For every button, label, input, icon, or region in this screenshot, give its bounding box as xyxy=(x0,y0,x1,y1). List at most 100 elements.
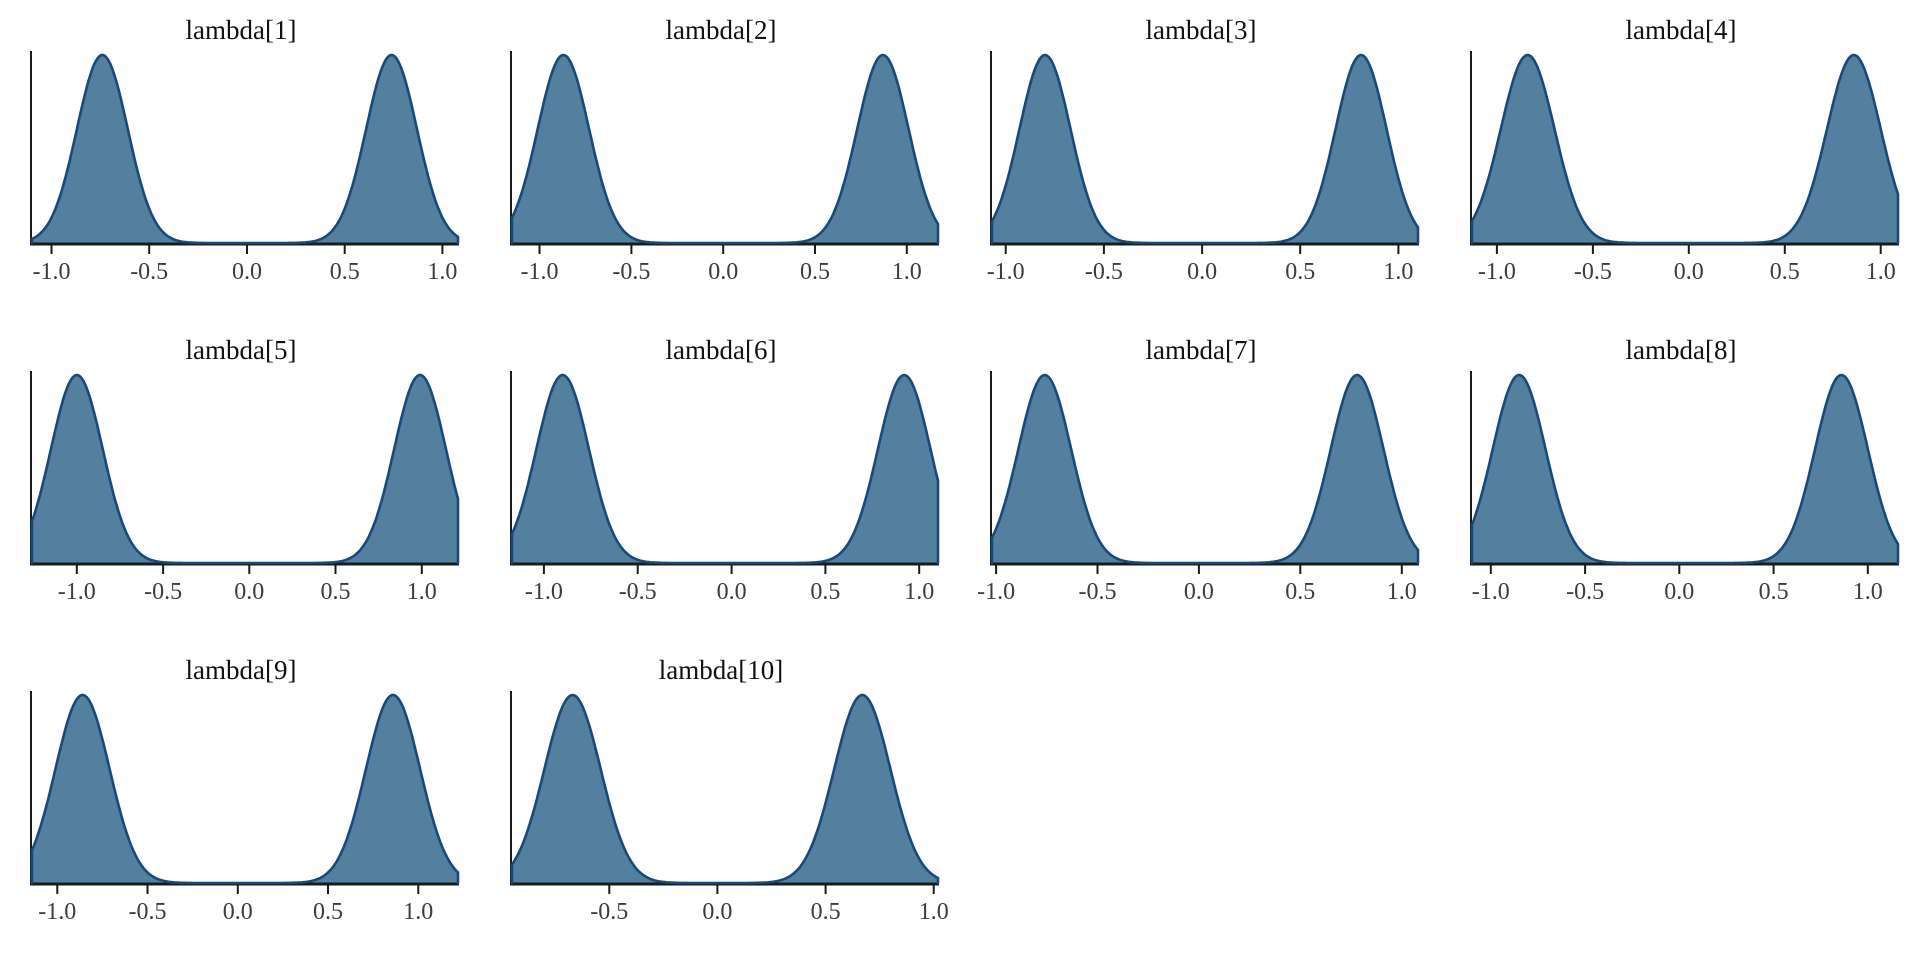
density-fill xyxy=(1472,55,1898,243)
x-tick-label: 0.0 xyxy=(223,899,253,925)
x-tick-label: 0.5 xyxy=(321,579,351,605)
x-tick-label: 0.0 xyxy=(234,579,264,605)
density-plot-lambda3: lambda[3] -1.0 -0.5 0.0 0.5 1.0 xyxy=(960,0,1440,320)
x-tick-label: 0.5 xyxy=(800,259,830,285)
density-fill xyxy=(512,695,938,883)
x-tick-label: -0.5 xyxy=(129,899,167,925)
x-tick-label: -0.5 xyxy=(1085,259,1123,285)
density-curve xyxy=(990,53,1420,245)
x-tick-label: 1.0 xyxy=(1383,259,1413,285)
x-tick-label: 0.0 xyxy=(708,259,738,285)
x-tick-label: 1.0 xyxy=(919,899,949,925)
x-tick-label: -1.0 xyxy=(1472,579,1510,605)
density-fill xyxy=(992,55,1418,243)
x-tick-label: -0.5 xyxy=(590,899,628,925)
density-fill xyxy=(512,375,938,563)
x-tick-label: 0.5 xyxy=(330,259,360,285)
density-curve xyxy=(30,693,460,885)
x-tick-label: 0.5 xyxy=(1770,259,1800,285)
kde-chart: -0.5 0.0 0.5 1.0 xyxy=(510,691,949,925)
density-plot-lambda9: lambda[9] -1.0 -0.5 0.0 0.5 1.0 xyxy=(0,640,480,960)
x-tick-label: -1.0 xyxy=(977,579,1015,605)
kde-chart: -1.0 -0.5 0.0 0.5 1.0 xyxy=(977,371,1420,605)
kde-chart: -1.0 -0.5 0.0 0.5 1.0 xyxy=(510,371,940,605)
plot-title: lambda[4] xyxy=(1625,15,1737,45)
plot-title: lambda[6] xyxy=(665,335,777,365)
plot-title: lambda[10] xyxy=(658,655,784,685)
density-plot-lambda10: lambda[10] -0.5 0.0 0.5 1.0 xyxy=(480,640,960,960)
density-plot-lambda7: lambda[7] -1.0 -0.5 0.0 0.5 1.0 xyxy=(960,320,1440,640)
kde-chart: -1.0 -0.5 0.0 0.5 1.0 xyxy=(30,371,460,605)
x-tick-label: 1.0 xyxy=(1853,579,1883,605)
x-tick-label: 1.0 xyxy=(427,259,457,285)
density-curve xyxy=(510,373,940,565)
plot-title: lambda[2] xyxy=(665,15,777,45)
x-tick-label: 1.0 xyxy=(1387,579,1417,605)
density-fill xyxy=(1472,375,1898,563)
density-plot-lambda8: lambda[8] -1.0 -0.5 0.0 0.5 1.0 xyxy=(1440,320,1920,640)
x-tick-label: 1.0 xyxy=(892,259,922,285)
x-tick-label: 0.5 xyxy=(1759,579,1789,605)
kde-chart: -1.0 -0.5 0.0 0.5 1.0 xyxy=(30,51,460,285)
density-curve xyxy=(1470,53,1900,245)
x-tick-label: 0.5 xyxy=(811,899,841,925)
x-tick-label: 0.5 xyxy=(313,899,343,925)
x-tick-label: 0.0 xyxy=(232,259,262,285)
x-tick-label: 0.0 xyxy=(717,579,747,605)
x-tick-label: 1.0 xyxy=(904,579,934,605)
x-tick-label: -1.0 xyxy=(58,579,96,605)
x-tick-label: 0.0 xyxy=(1187,259,1217,285)
x-tick-label: -0.5 xyxy=(1079,579,1117,605)
x-tick-label: 0.0 xyxy=(1674,259,1704,285)
kde-chart: -1.0 -0.5 0.0 0.5 1.0 xyxy=(1470,51,1900,285)
x-tick-label: -1.0 xyxy=(33,259,71,285)
density-curve xyxy=(510,693,940,885)
x-tick-label: -1.0 xyxy=(987,259,1025,285)
x-tick-label: -0.5 xyxy=(612,259,650,285)
x-tick-label: -1.0 xyxy=(38,899,76,925)
plot-title: lambda[8] xyxy=(1625,335,1737,365)
plot-title: lambda[7] xyxy=(1145,335,1257,365)
density-plot-lambda6: lambda[6] -1.0 -0.5 0.0 0.5 1.0 xyxy=(480,320,960,640)
x-tick-label: 0.0 xyxy=(1664,579,1694,605)
density-fill xyxy=(992,375,1418,563)
kde-chart: -1.0 -0.5 0.0 0.5 1.0 xyxy=(30,691,460,925)
density-plot-lambda2: lambda[2] -1.0 -0.5 0.0 0.5 1.0 xyxy=(480,0,960,320)
x-tick-label: -0.5 xyxy=(144,579,182,605)
density-curve xyxy=(1470,373,1900,565)
x-tick-label: 0.5 xyxy=(1285,259,1315,285)
x-tick-label: 1.0 xyxy=(403,899,433,925)
x-tick-label: -0.5 xyxy=(1574,259,1612,285)
density-fill xyxy=(32,375,458,563)
x-tick-label: 0.0 xyxy=(1184,579,1214,605)
x-tick-label: -0.5 xyxy=(1566,579,1604,605)
kde-chart: -1.0 -0.5 0.0 0.5 1.0 xyxy=(1470,371,1900,605)
plot-title: lambda[9] xyxy=(185,655,297,685)
density-plot-lambda1: lambda[1] -1.0 -0.5 0.0 0.5 1.0 xyxy=(0,0,480,320)
density-fill xyxy=(32,695,458,883)
density-fill xyxy=(32,55,458,243)
density-curve xyxy=(510,53,940,245)
density-fill xyxy=(512,55,938,243)
x-tick-label: 0.5 xyxy=(810,579,840,605)
plot-title: lambda[3] xyxy=(1145,15,1257,45)
plot-title: lambda[1] xyxy=(185,15,297,45)
density-curve xyxy=(30,373,460,565)
kde-chart: -1.0 -0.5 0.0 0.5 1.0 xyxy=(510,51,940,285)
density-plot-lambda4: lambda[4] -1.0 -0.5 0.0 0.5 1.0 xyxy=(1440,0,1920,320)
x-tick-label: 1.0 xyxy=(407,579,437,605)
x-tick-label: 0.0 xyxy=(702,899,732,925)
x-tick-label: -0.5 xyxy=(619,579,657,605)
kde-chart: -1.0 -0.5 0.0 0.5 1.0 xyxy=(987,51,1420,285)
density-curve xyxy=(990,373,1420,565)
density-plot-lambda5: lambda[5] -1.0 -0.5 0.0 0.5 1.0 xyxy=(0,320,480,640)
x-tick-label: 0.5 xyxy=(1285,579,1315,605)
x-tick-label: -1.0 xyxy=(521,259,559,285)
x-tick-label: -1.0 xyxy=(525,579,563,605)
x-tick-label: 1.0 xyxy=(1866,259,1896,285)
plot-title: lambda[5] xyxy=(185,335,297,365)
x-tick-label: -0.5 xyxy=(130,259,168,285)
density-curve xyxy=(30,53,460,245)
x-tick-label: -1.0 xyxy=(1478,259,1516,285)
